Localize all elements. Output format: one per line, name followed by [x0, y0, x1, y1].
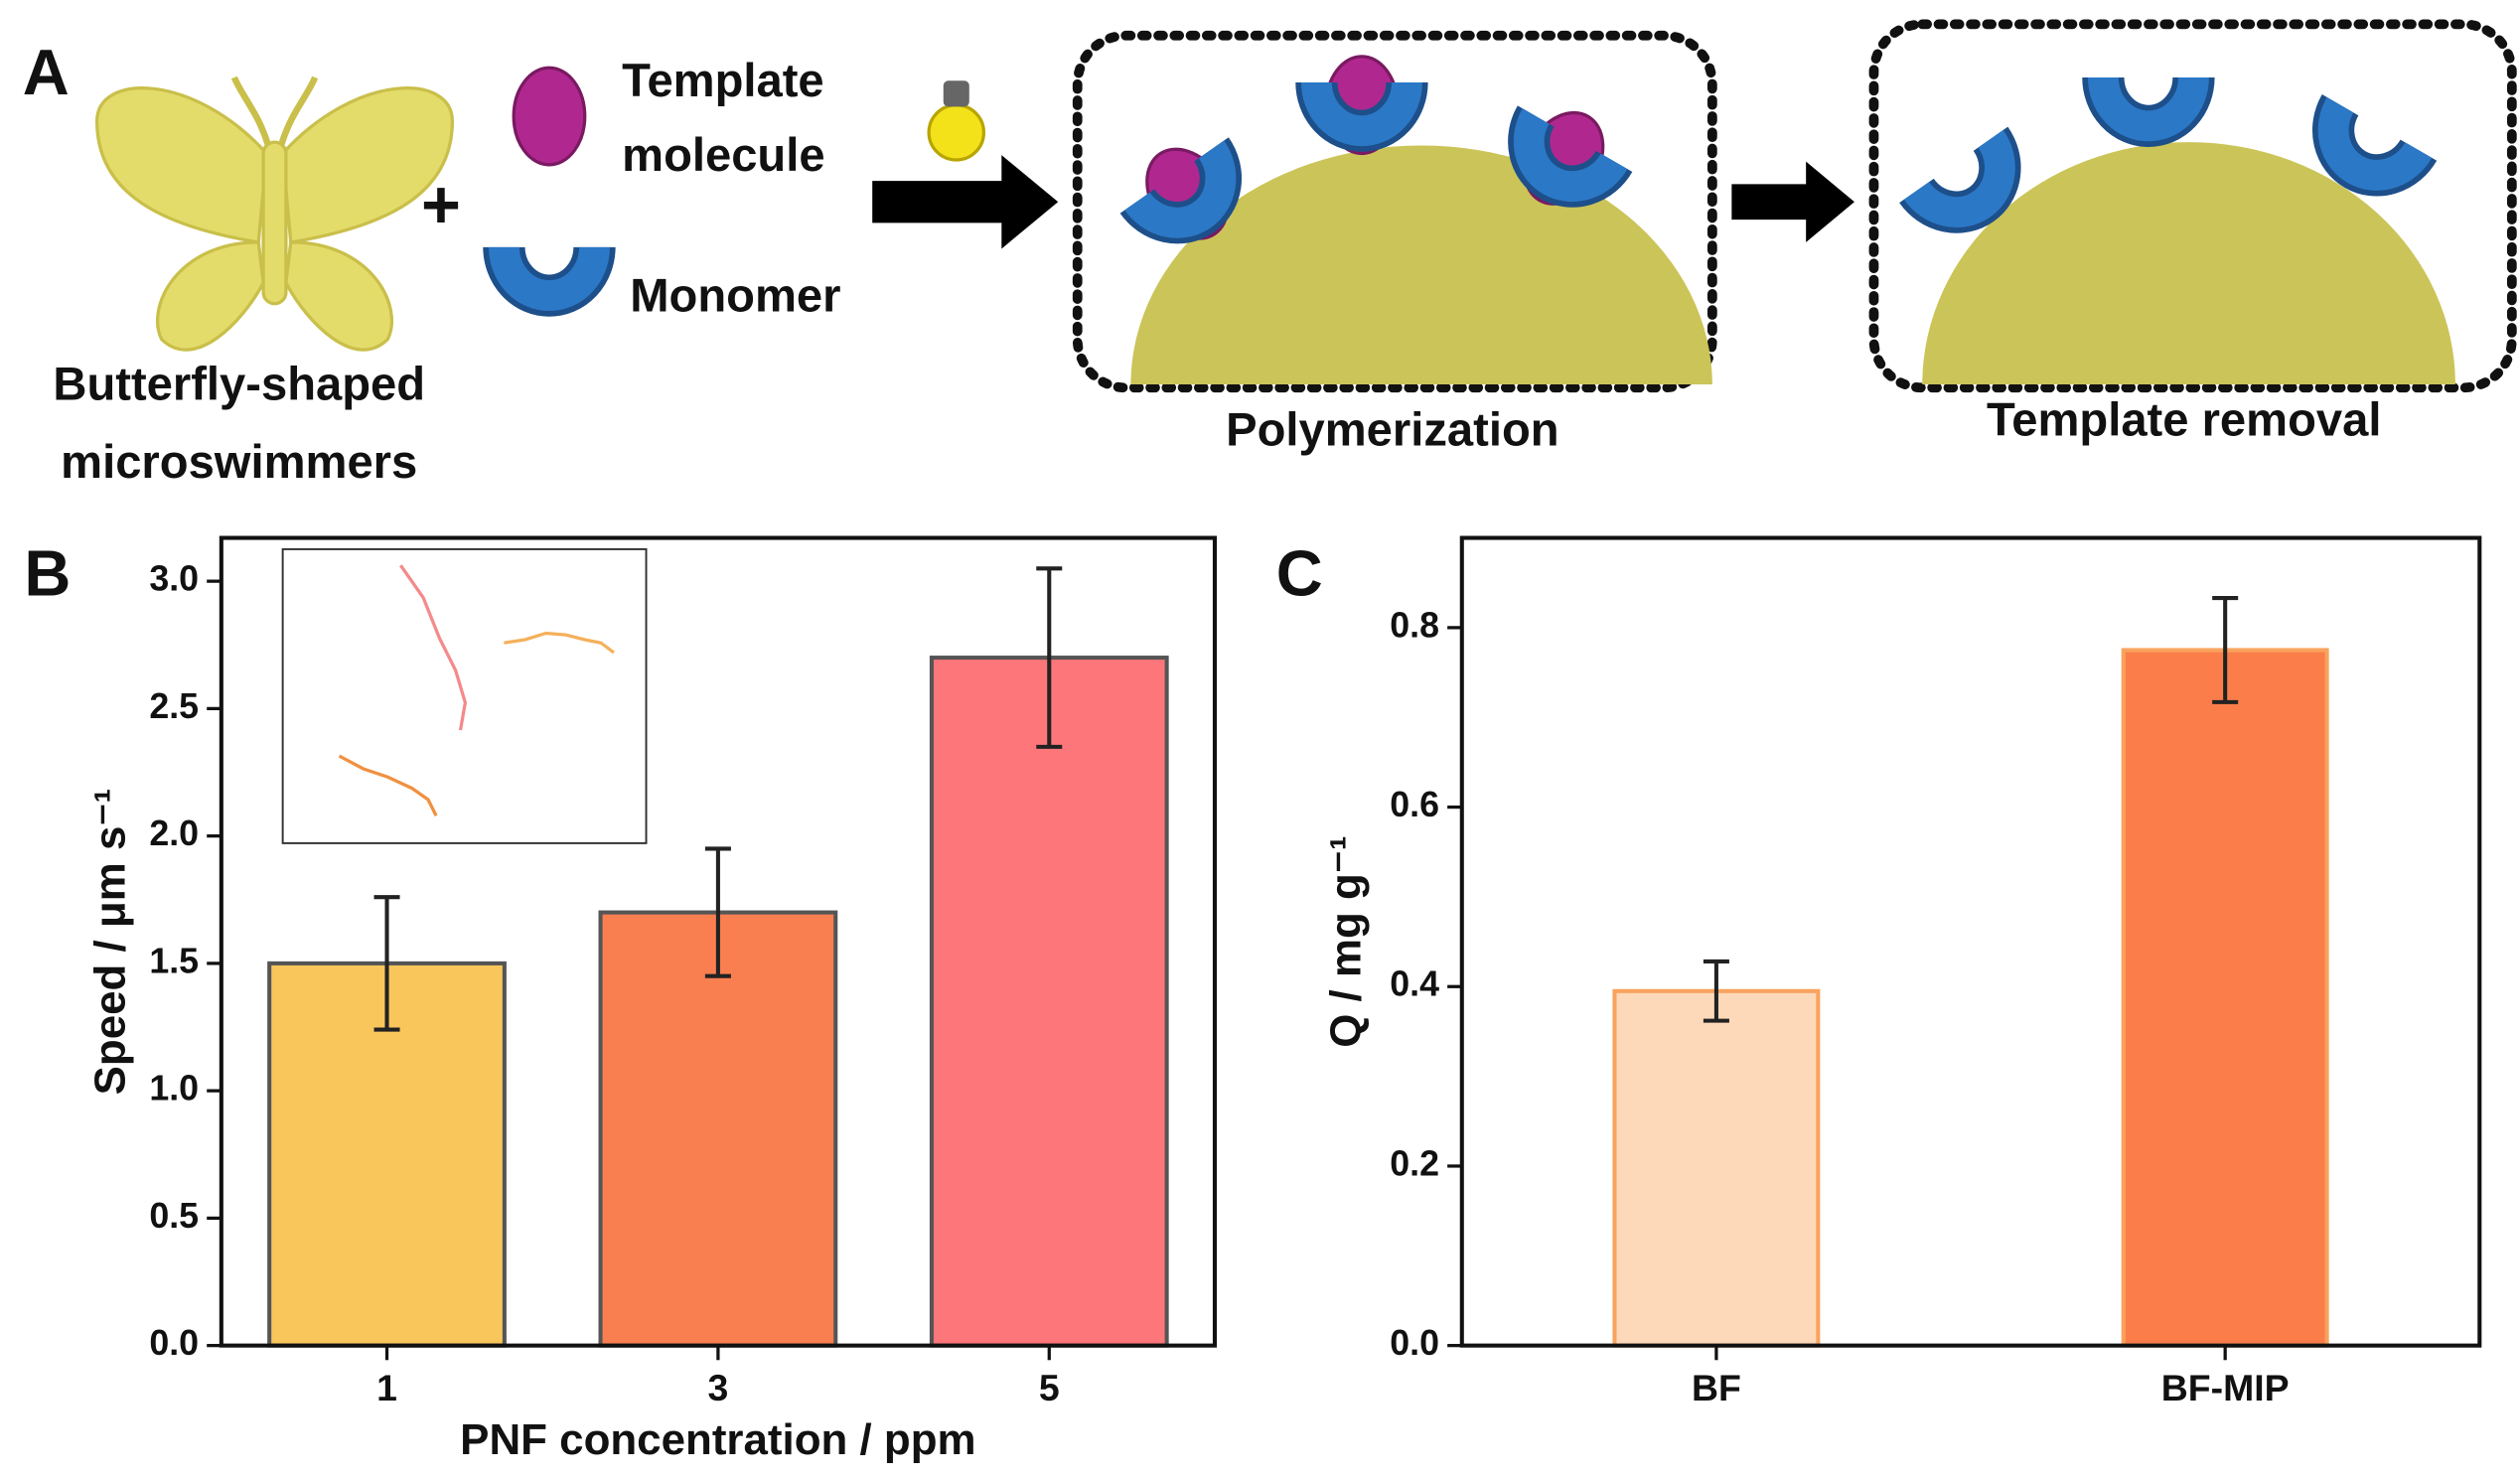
butterfly-icon: [94, 75, 455, 352]
y-tick-label: 0.6: [1390, 785, 1439, 824]
y-tick-label: 0.0: [149, 1323, 199, 1363]
y-tick-label: 2.5: [149, 686, 199, 726]
inset-plot: [281, 547, 648, 844]
template-icon: [512, 66, 587, 167]
swimmer-label: microswimmers: [61, 435, 417, 488]
plot-frame: [219, 535, 1217, 1348]
arrow: [872, 155, 1059, 249]
bar: [929, 656, 1169, 1348]
bar: [598, 910, 838, 1348]
panel-label: C: [1276, 536, 1323, 609]
x-tick-label: BF: [1692, 1367, 1741, 1408]
y-tick-label: 0.2: [1390, 1143, 1439, 1183]
monomer-label: Monomer: [630, 268, 840, 321]
template-label: Template: [622, 54, 824, 106]
arrow: [1731, 161, 1854, 242]
swimmer-label: Butterfly-shaped: [53, 358, 425, 410]
y-tick-label: 0.0: [1390, 1323, 1439, 1363]
y-tick-label: 0.4: [1390, 964, 1439, 1004]
dome: [1922, 142, 2455, 385]
error-bar: [704, 846, 731, 978]
error-bar: [373, 895, 400, 1032]
bar: [2121, 648, 2329, 1348]
x-tick-label: 5: [1039, 1367, 1060, 1408]
diagram: A Butterfly-shaped microswimmers + Templ…: [23, 19, 2517, 488]
removal-box: [1868, 19, 2517, 393]
panel-label: B: [24, 536, 71, 609]
monomer-icon: [504, 247, 594, 296]
panel-label: A: [23, 36, 70, 108]
y-tick-label: 0.8: [1390, 605, 1439, 645]
polymerization-box: [1072, 30, 1717, 393]
x-axis-label: PNF concentration / ppm: [460, 1415, 975, 1464]
y-tick-label: 1.0: [149, 1069, 199, 1108]
error-bar: [1703, 959, 1729, 1023]
x-tick-label: 1: [376, 1367, 397, 1408]
plot-frame: [1459, 535, 2482, 1348]
template-label: molecule: [622, 128, 824, 181]
step-label: Template removal: [1987, 393, 2382, 446]
y-tick-label: 2.0: [149, 813, 199, 853]
plus-sign: +: [421, 167, 461, 242]
error-bar: [2212, 596, 2239, 704]
y-axis-label: Q / mg g⁻¹: [1322, 835, 1371, 1047]
light-bulb: [927, 80, 986, 162]
bar: [1612, 988, 1821, 1348]
y-axis-label: Speed / μm s⁻¹: [85, 789, 134, 1096]
error-bar: [1036, 566, 1063, 749]
step-label: Polymerization: [1226, 402, 1558, 455]
y-tick-label: 1.5: [149, 941, 199, 980]
y-tick-label: 0.5: [149, 1196, 199, 1236]
x-tick-label: BF-MIP: [2161, 1367, 2290, 1408]
x-tick-label: 3: [708, 1367, 729, 1408]
y-tick-label: 3.0: [149, 559, 199, 599]
